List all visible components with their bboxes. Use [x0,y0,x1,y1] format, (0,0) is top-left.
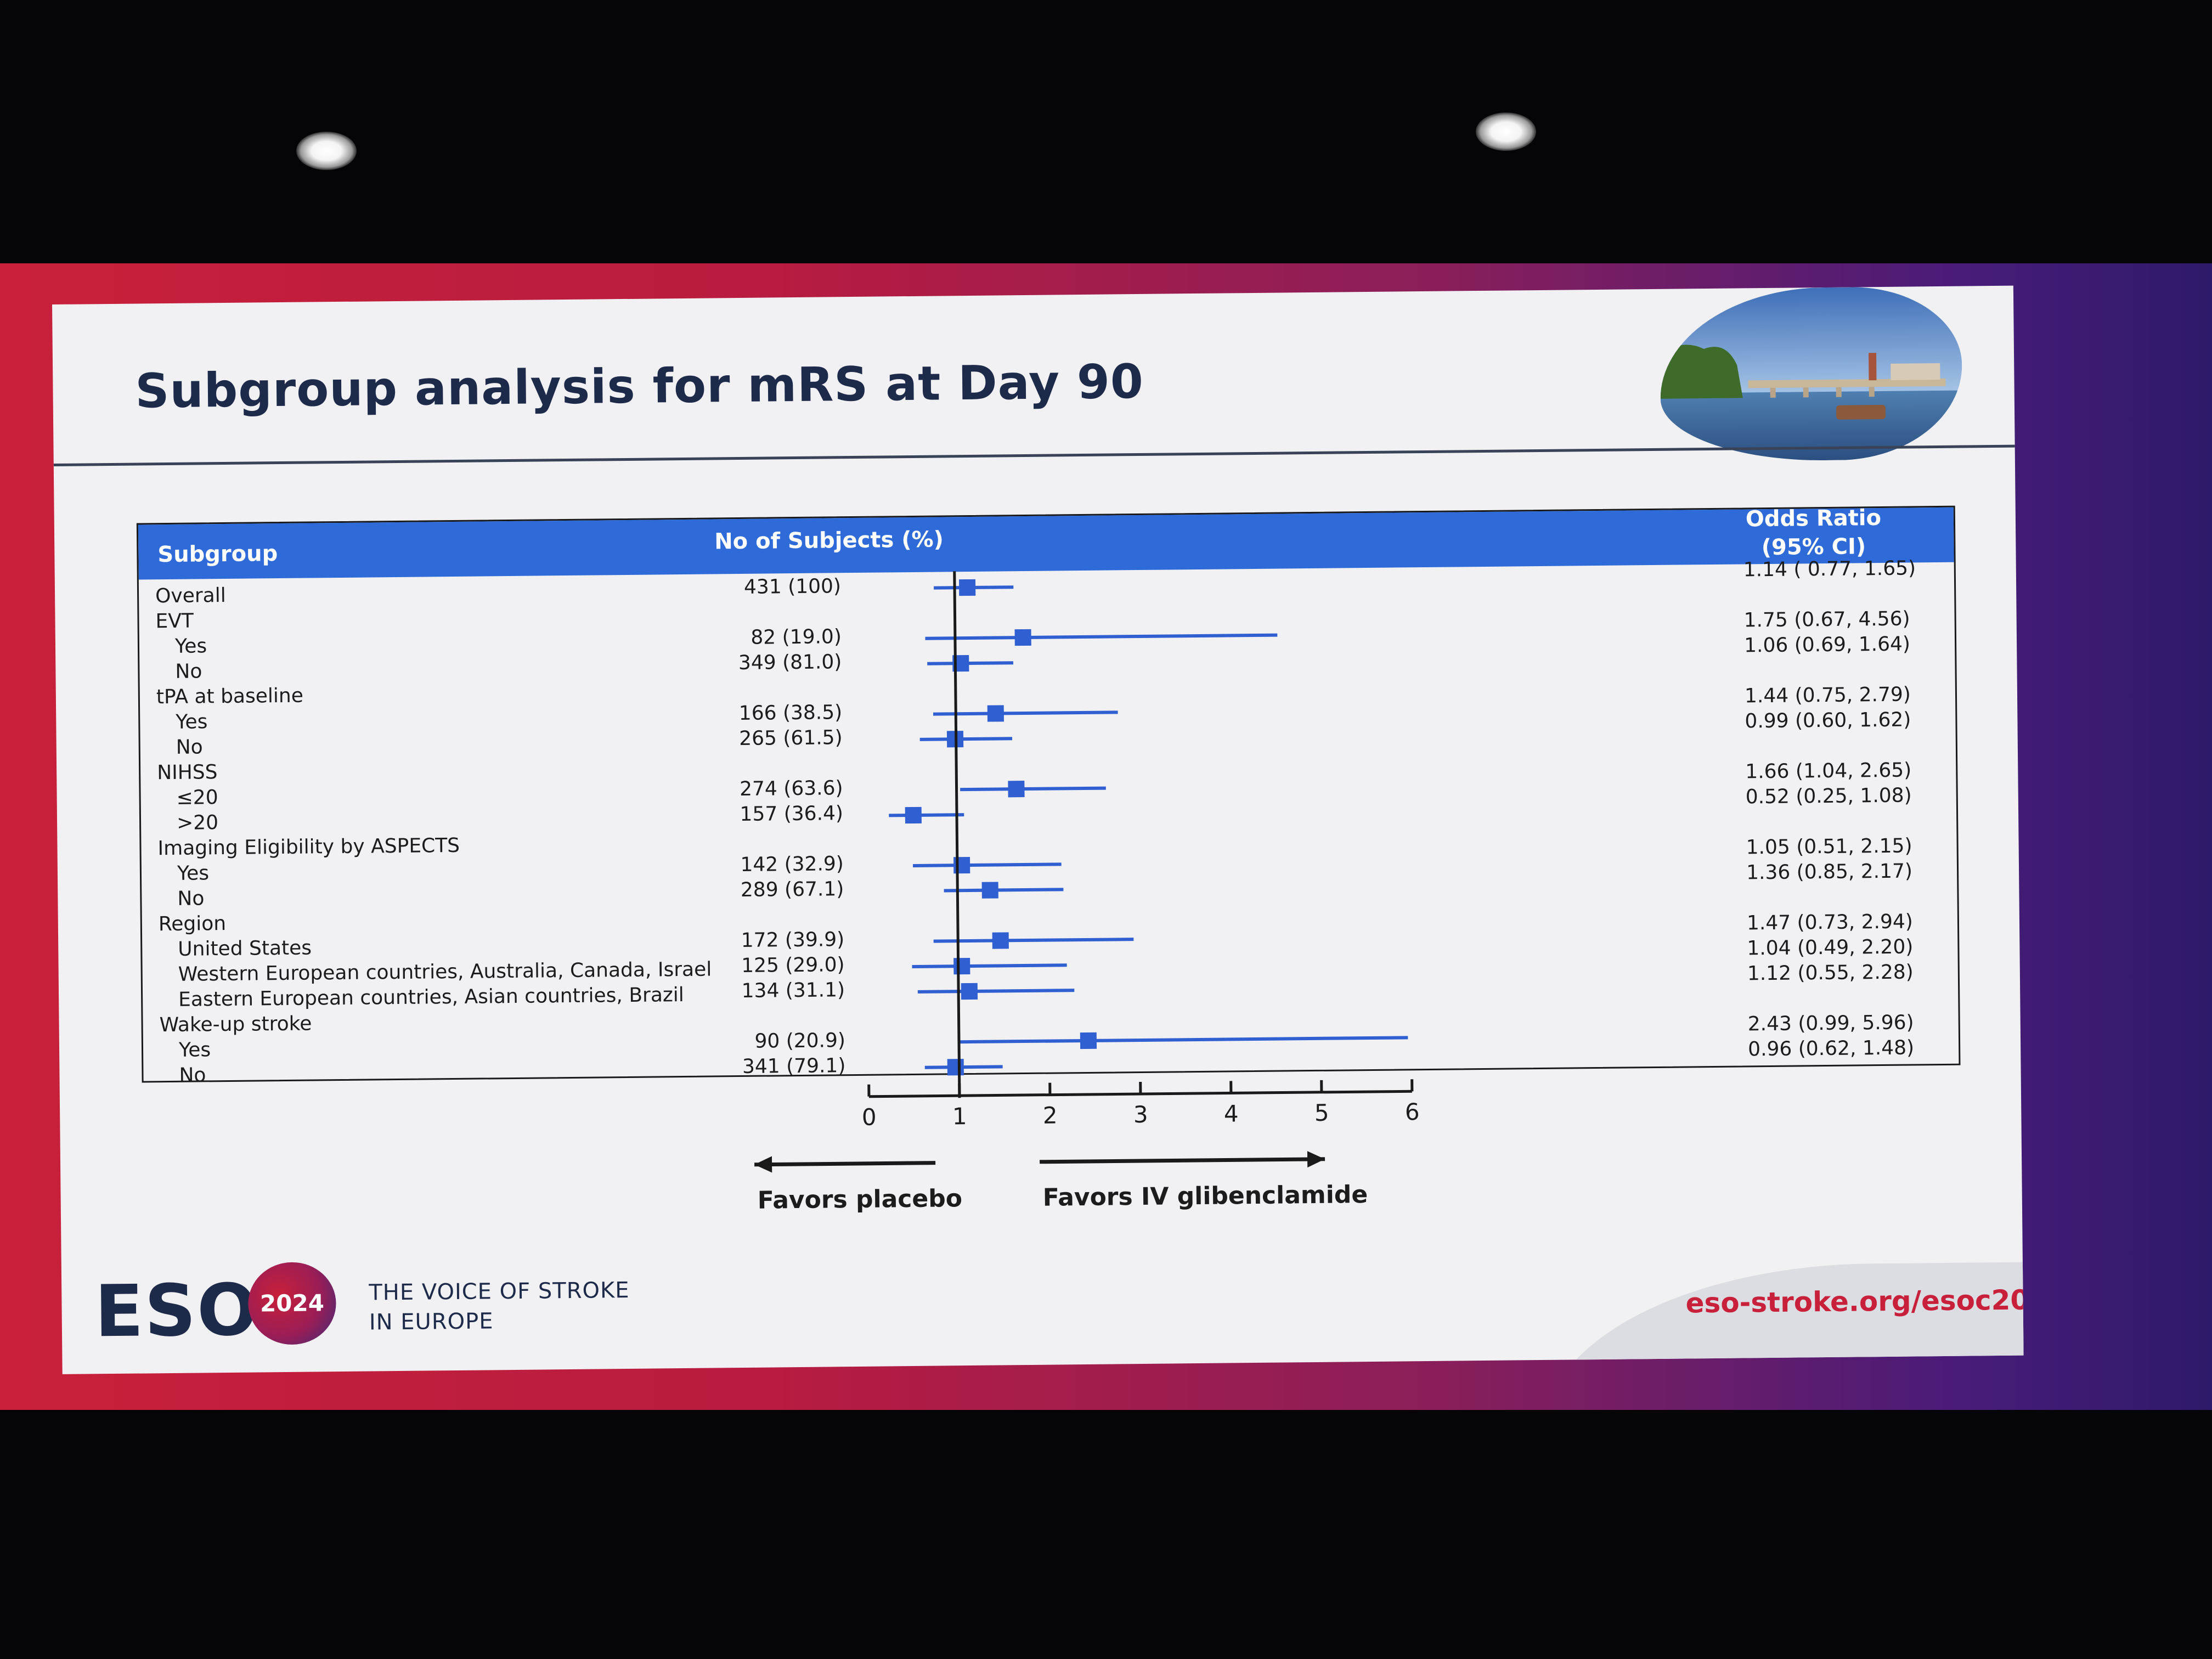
favors-placebo-label: Favors placebo [757,1184,963,1215]
odds-ratio-marker [1008,781,1025,798]
odds-ratio-marker [961,983,978,1000]
odds-ratio-marker [1014,629,1031,646]
esoc-year-badge: 2024 [247,1262,337,1345]
arrow-favors-placebo-line [754,1161,936,1167]
odds-ratio-marker [981,882,998,899]
ci-line [917,989,1075,994]
odds-ratio-marker [958,579,976,596]
x-tick-label: 1 [952,1103,967,1130]
forest-plot-graphics: 0 1 2 3 4 5 6 [754,571,1420,1173]
ceiling-light-left [296,132,357,170]
footer-tagline: THE VOICE OF STROKE IN EUROPE [369,1277,630,1335]
footer-url-link[interactable]: eso-stroke.org/esoc2024 [1685,1283,2024,1319]
ci-line [933,938,1134,943]
x-tick-label: 6 [1405,1098,1420,1125]
x-tick-label: 3 [1133,1101,1148,1128]
ci-line [944,888,1064,893]
odds-ratio-marker [947,1059,964,1076]
arrow-favors-placebo-head [754,1156,772,1173]
ci-line [960,786,1106,792]
ci-line [933,710,1118,716]
odds-ratio-marker [1080,1032,1097,1049]
odds-ratio-marker [953,957,970,975]
odds-ratio-marker [992,932,1009,949]
x-tick-label: 4 [1224,1100,1239,1127]
ci-line [913,862,1062,867]
x-tick-label: 2 [1043,1102,1058,1128]
slide: Subgroup analysis for mRS at Day 90 [52,285,2024,1374]
ci-line [958,1036,1408,1044]
city-river-photo [1659,286,1963,462]
ci-line [927,661,1013,665]
x-tick-label: 5 [1314,1099,1329,1126]
reference-line [953,571,961,1098]
ceiling-light-right [1476,112,1536,151]
arrow-favors-glibenclamide-head [1307,1151,1325,1168]
ci-line [912,963,1067,969]
ci-line [919,737,1013,741]
ci-line [925,633,1278,640]
arrow-favors-glibenclamide-line [1040,1157,1325,1164]
odds-ratio-marker [987,705,1004,722]
odds-ratio-marker [905,806,922,824]
favors-glibenclamide-label: Favors IV glibenclamide [1042,1181,1368,1212]
x-tick-label: 0 [862,1104,877,1131]
